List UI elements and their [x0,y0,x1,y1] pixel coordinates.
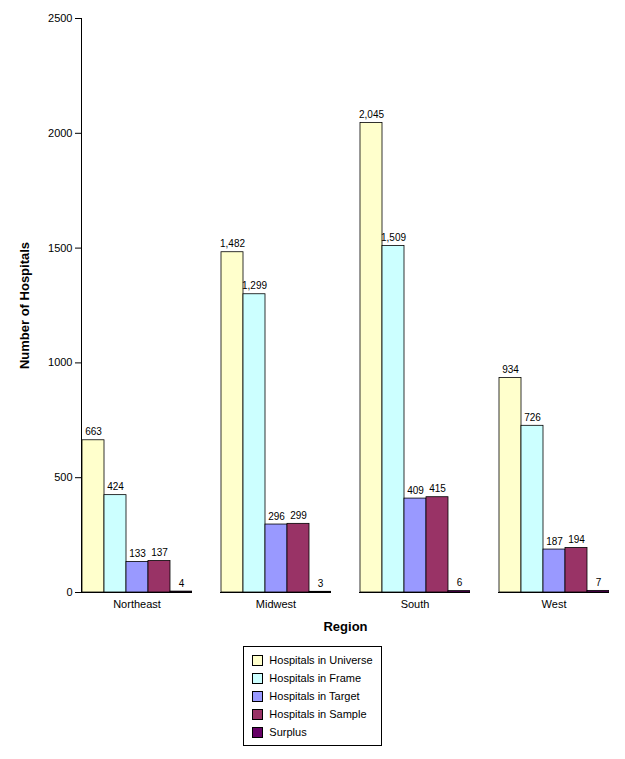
svg-text:1000: 1000 [48,356,72,368]
svg-text:1500: 1500 [48,242,72,254]
svg-text:726: 726 [524,412,541,423]
svg-text:1,299: 1,299 [242,280,267,291]
svg-text:2500: 2500 [48,12,72,24]
svg-text:137: 137 [151,547,168,558]
svg-text:1,482: 1,482 [220,238,245,249]
svg-text:424: 424 [107,481,124,492]
svg-text:415: 415 [429,483,446,494]
svg-text:663: 663 [85,426,102,437]
svg-text:Number of Hospitals: Number of Hospitals [17,242,32,369]
svg-text:Region: Region [323,619,367,634]
svg-text:South: South [401,598,430,610]
svg-text:296: 296 [268,511,285,522]
svg-text:1,509: 1,509 [381,232,406,243]
svg-text:2,045: 2,045 [359,109,384,120]
svg-text:Northeast: Northeast [113,598,161,610]
svg-text:West: West [542,598,567,610]
svg-text:409: 409 [407,485,424,496]
svg-text:3: 3 [318,578,324,589]
html-text:Hospitals in Universe: Hospitals in Universe [269,654,373,666]
svg-text:187: 187 [546,536,563,547]
svg-text:194: 194 [568,534,585,545]
html-text:Hospitals in Sample: Hospitals in Sample [269,708,367,720]
html-text:Hospitals in Frame: Hospitals in Frame [269,672,361,684]
svg-text:299: 299 [290,510,307,521]
svg-text:0: 0 [66,586,72,598]
svg-text:7: 7 [596,577,602,588]
svg-text:6: 6 [457,577,463,588]
html-text:Hospitals in Target: Hospitals in Target [269,690,360,702]
svg-text:2000: 2000 [48,127,72,139]
html-text:Surplus: Surplus [269,726,307,738]
svg-text:133: 133 [129,548,146,559]
svg-text:934: 934 [502,364,519,375]
svg-text:4: 4 [179,578,185,589]
svg-text:500: 500 [54,471,72,483]
svg-text:Midwest: Midwest [256,598,296,610]
